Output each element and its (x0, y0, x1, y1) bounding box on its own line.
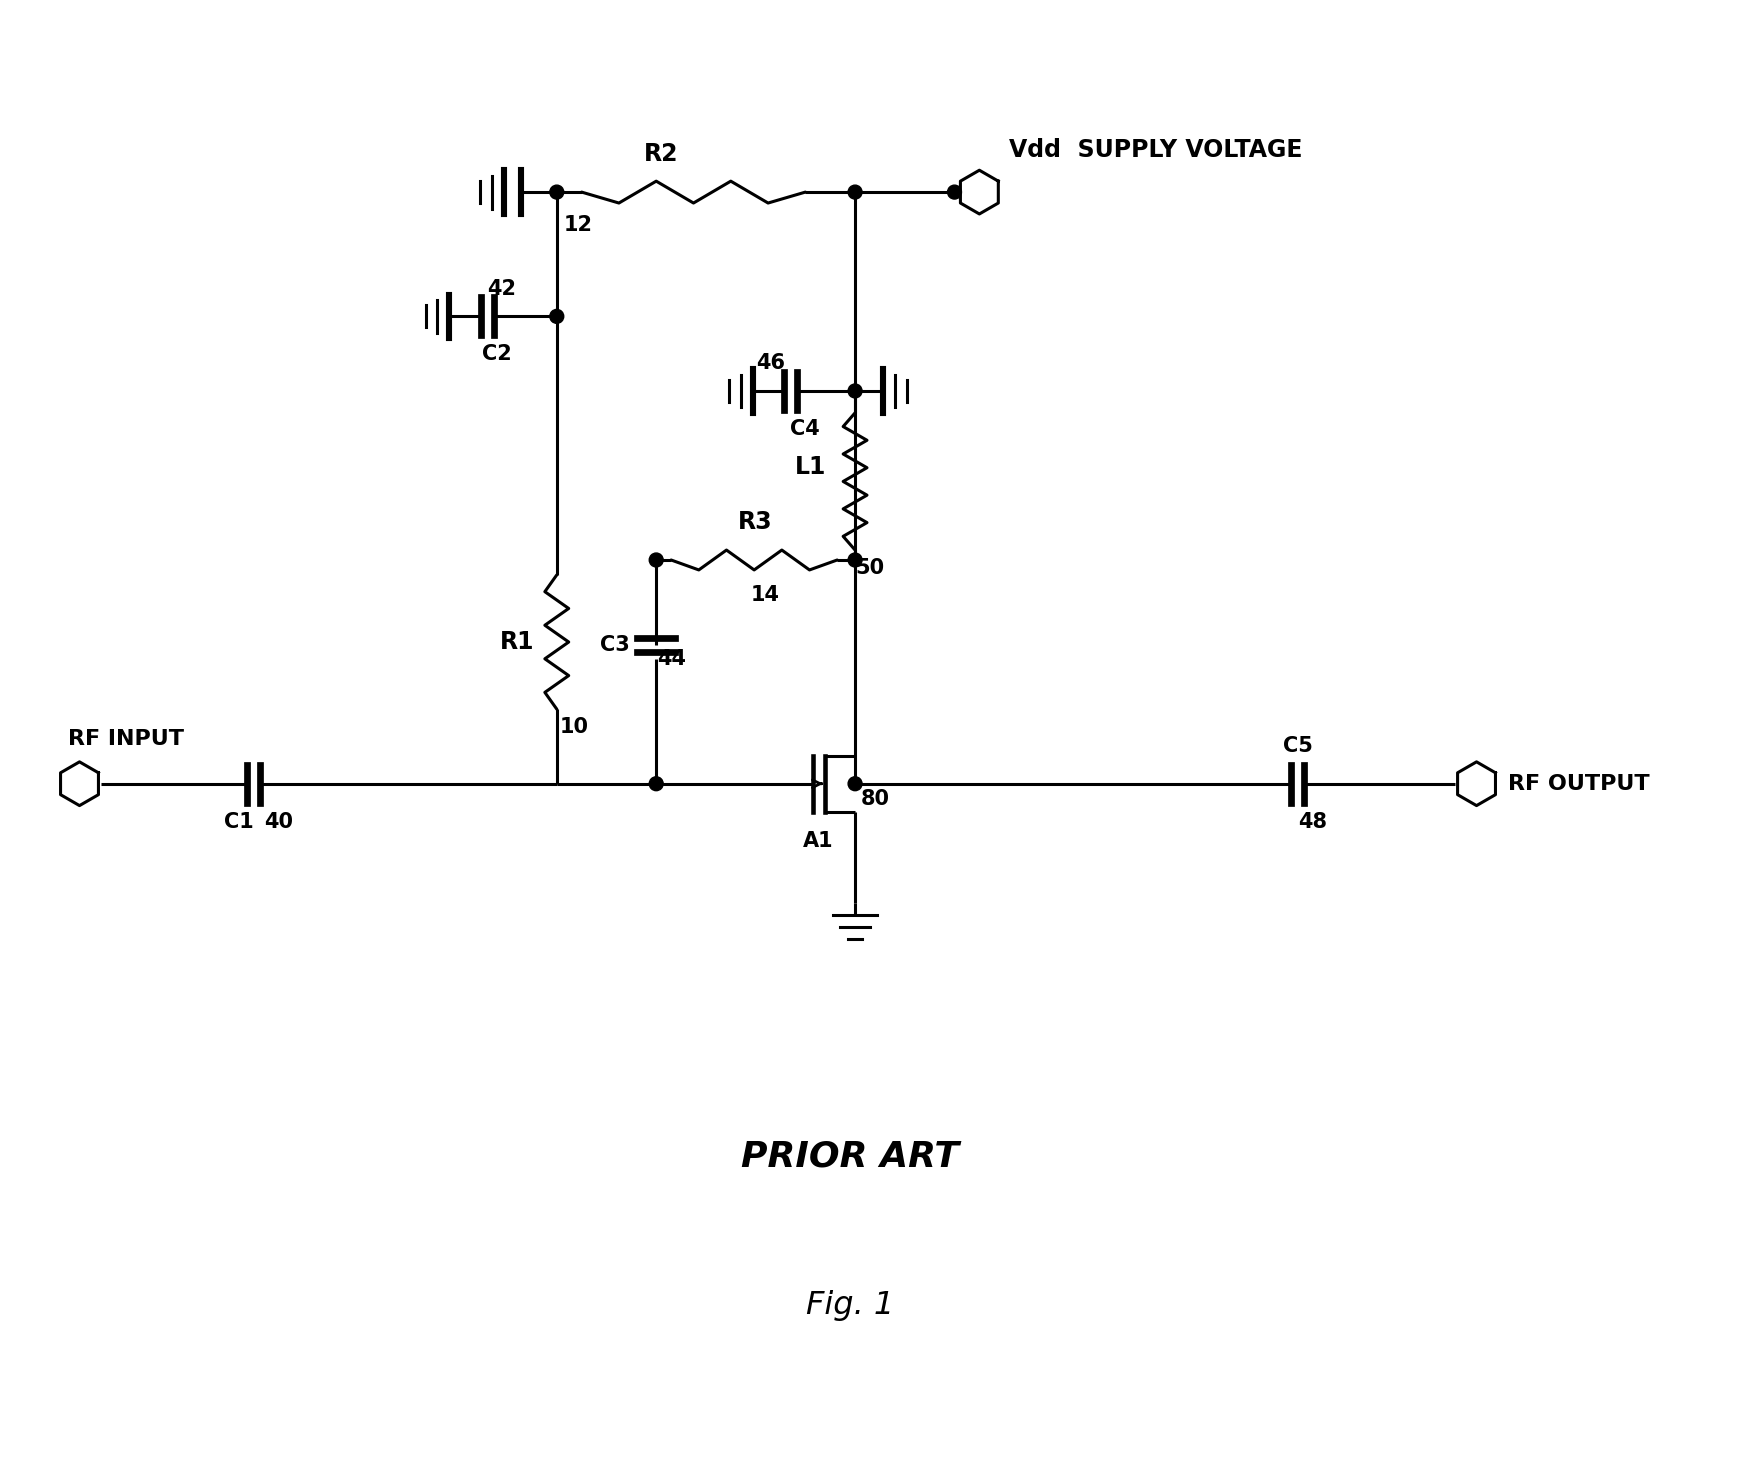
Circle shape (650, 552, 664, 567)
Text: R3: R3 (738, 510, 773, 535)
Text: 44: 44 (657, 649, 686, 668)
Text: 10: 10 (559, 717, 589, 737)
Text: C5: C5 (1282, 736, 1313, 757)
Text: 48: 48 (1298, 811, 1327, 831)
Text: Vdd  SUPPLY VOLTAGE: Vdd SUPPLY VOLTAGE (1009, 138, 1303, 163)
Circle shape (848, 185, 862, 200)
Circle shape (848, 777, 862, 790)
Text: RF INPUT: RF INPUT (68, 729, 184, 749)
Text: PRIOR ART: PRIOR ART (742, 1140, 959, 1174)
Text: 46: 46 (756, 353, 785, 373)
Text: C4: C4 (790, 419, 820, 439)
Circle shape (551, 185, 565, 200)
Circle shape (848, 552, 862, 567)
Text: A1: A1 (802, 831, 834, 852)
Text: R2: R2 (644, 142, 679, 166)
Text: C2: C2 (483, 344, 512, 364)
Circle shape (551, 310, 565, 323)
Text: L1: L1 (794, 454, 827, 479)
Text: C3: C3 (599, 635, 629, 655)
Text: 50: 50 (855, 558, 884, 577)
Text: 80: 80 (860, 789, 889, 808)
Circle shape (650, 777, 664, 790)
Text: 42: 42 (488, 279, 516, 298)
Text: 40: 40 (264, 811, 294, 831)
Text: Fig. 1: Fig. 1 (806, 1290, 895, 1321)
Circle shape (948, 185, 962, 200)
Text: 12: 12 (565, 214, 592, 235)
Text: RF OUTPUT: RF OUTPUT (1508, 774, 1650, 793)
Text: C1: C1 (224, 811, 254, 831)
Circle shape (848, 383, 862, 398)
Text: 14: 14 (750, 585, 780, 605)
Text: R1: R1 (500, 630, 535, 654)
